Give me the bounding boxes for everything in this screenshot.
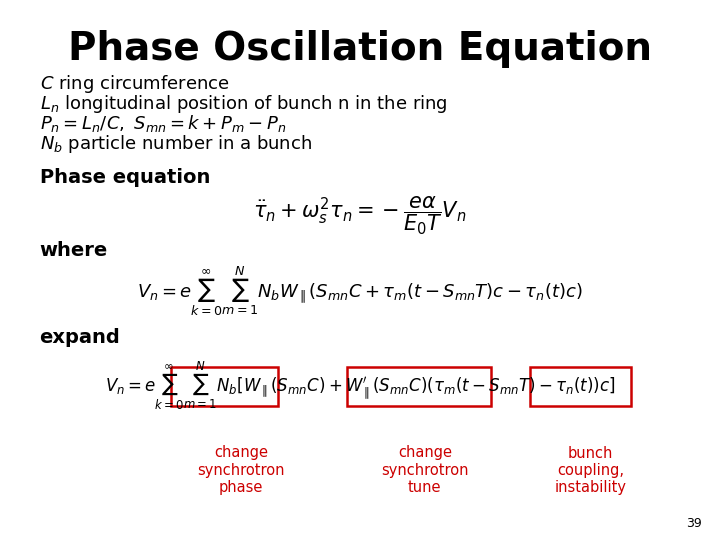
Text: Phase equation: Phase equation (40, 167, 210, 187)
Text: where: where (40, 240, 108, 260)
Text: 39: 39 (686, 517, 702, 530)
Text: Phase Oscillation Equation: Phase Oscillation Equation (68, 30, 652, 68)
Bar (347, 367, 491, 406)
Text: $N_b$ particle number in a bunch: $N_b$ particle number in a bunch (40, 133, 312, 154)
Text: $C$ ring circumference: $C$ ring circumference (40, 73, 229, 94)
Bar (171, 367, 278, 406)
Text: $V_n = e \sum_{k=0}^{\infty} \sum_{m=1}^{N} N_b [W_{\parallel}(S_{mn}C) + W_{\pa: $V_n = e \sum_{k=0}^{\infty} \sum_{m=1}^… (105, 360, 615, 412)
Bar (530, 367, 631, 406)
Text: $L_n$ longitudinal position of bunch n in the ring: $L_n$ longitudinal position of bunch n i… (40, 93, 447, 114)
Text: $\ddot{\tau}_n + \omega_s^2 \tau_n = -\dfrac{e\alpha}{E_0 T} V_n$: $\ddot{\tau}_n + \omega_s^2 \tau_n = -\d… (253, 195, 467, 237)
Text: change
synchrotron
tune: change synchrotron tune (381, 446, 469, 495)
Text: $V_n = e \sum_{k=0}^{\infty} \sum_{m=1}^{N} N_b W_{\parallel}(S_{mn}C + \tau_m(t: $V_n = e \sum_{k=0}^{\infty} \sum_{m=1}^… (138, 265, 582, 319)
Text: expand: expand (40, 328, 120, 347)
Text: $P_n = L_n / C,\ S_{mn} = k + P_m - P_n$: $P_n = L_n / C,\ S_{mn} = k + P_m - P_n$ (40, 113, 286, 134)
Text: bunch
coupling,
instability: bunch coupling, instability (554, 446, 626, 495)
Text: change
synchrotron
phase: change synchrotron phase (197, 446, 285, 495)
